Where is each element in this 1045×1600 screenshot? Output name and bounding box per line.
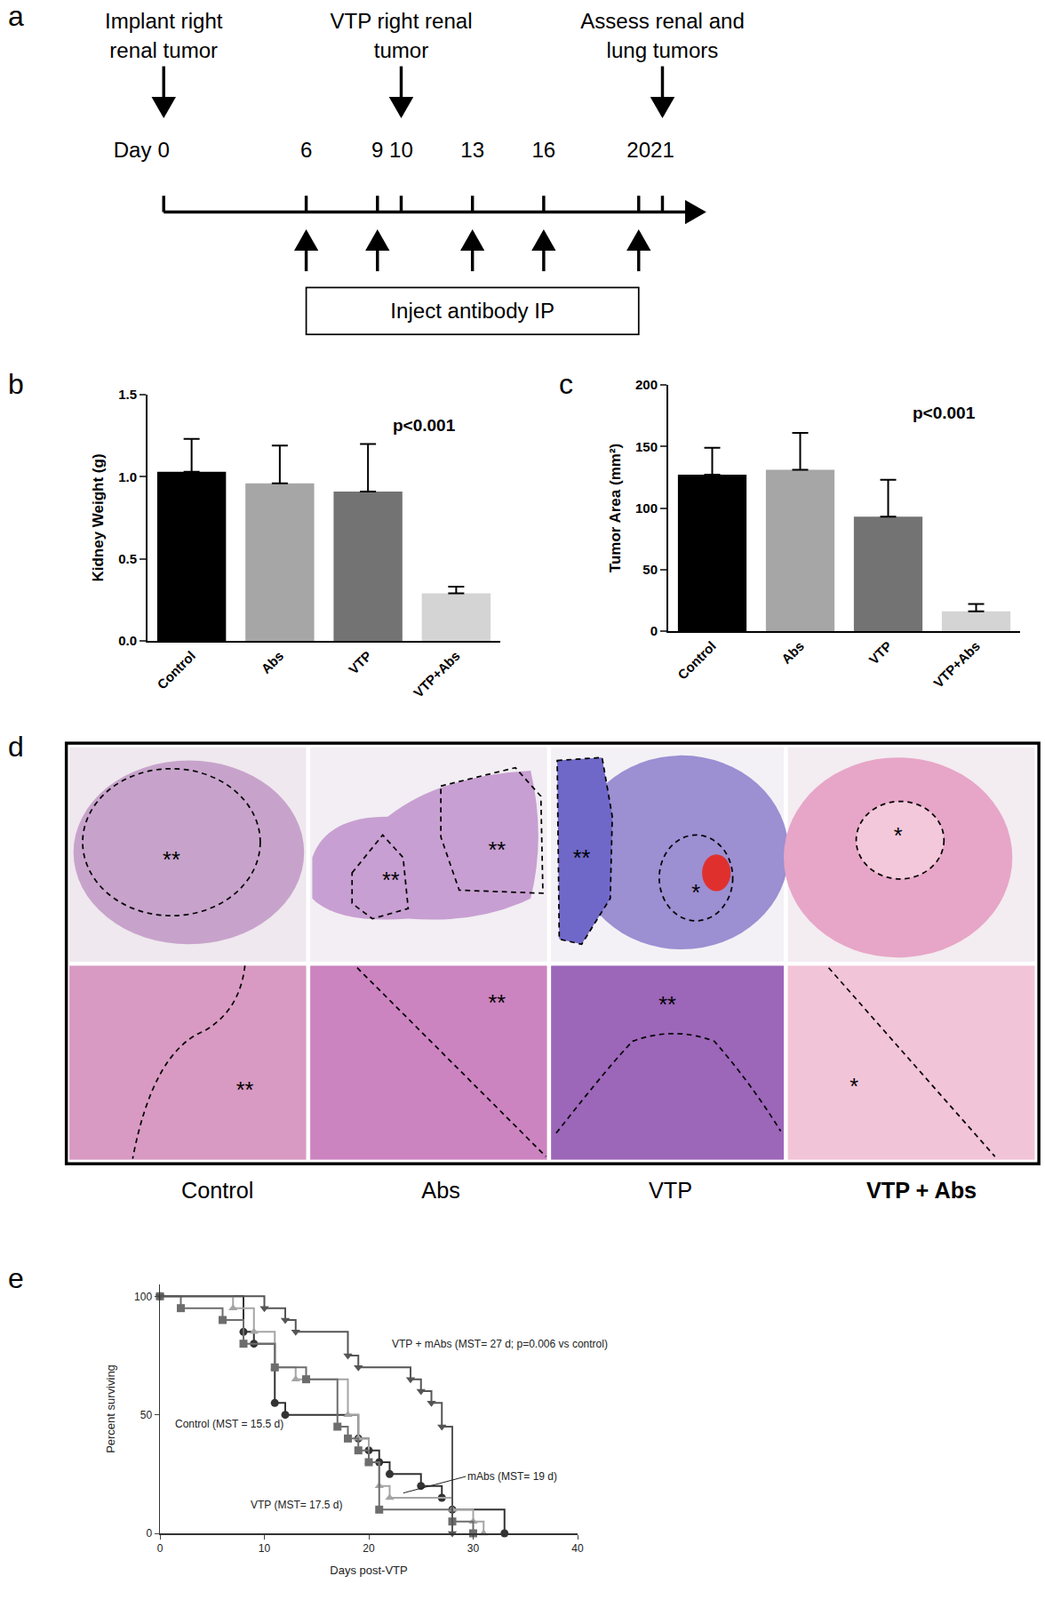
svg-text:VTP+Abs: VTP+Abs [410,647,463,701]
svg-text:Percent surviving: Percent surviving [103,1364,118,1453]
svg-text:50: 50 [642,561,658,577]
svg-text:*: * [893,822,903,848]
svg-text:10: 10 [258,1541,272,1555]
svg-text:**: ** [487,989,506,1015]
svg-text:1.5: 1.5 [118,386,137,402]
svg-text:9: 9 [371,137,383,162]
svg-text:0.5: 0.5 [118,550,137,567]
svg-text:VTP+Abs: VTP+Abs [930,638,983,691]
svg-text:Abs: Abs [257,647,287,677]
svg-text:**: ** [236,1076,255,1102]
html-text:a: a [7,0,24,32]
svg-text:Control (MST = 15.5 d): Control (MST = 15.5 d) [175,1417,284,1430]
svg-text:150: 150 [635,438,658,455]
svg-text:20: 20 [626,137,651,162]
svg-text:tumor: tumor [374,38,430,63]
svg-text:100: 100 [635,500,658,516]
svg-text:**: ** [382,867,400,893]
svg-text:Control: Control [153,647,199,693]
svg-text:p<0.001: p<0.001 [392,415,456,435]
svg-text:0: 0 [157,1541,164,1555]
svg-text:lung tumors: lung tumors [606,38,719,63]
svg-text:Abs: Abs [778,638,807,667]
svg-text:16: 16 [531,137,556,162]
svg-text:VTP + Abs: VTP + Abs [866,1177,977,1203]
svg-text:0.0: 0.0 [118,632,137,648]
svg-text:**: ** [658,991,677,1017]
svg-text:100: 100 [134,1290,152,1303]
svg-text:**: ** [573,845,591,870]
svg-text:VTP: VTP [345,647,375,678]
svg-text:VTP (MST= 17.5 d): VTP (MST= 17.5 d) [250,1498,343,1511]
svg-text:0: 0 [145,1526,152,1540]
svg-text:Tumor Area (mm²): Tumor Area (mm²) [606,443,624,573]
svg-text:0: 0 [650,622,658,639]
svg-text:renal tumor: renal tumor [109,38,218,63]
svg-text:Abs: Abs [421,1177,461,1203]
svg-text:Implant right: Implant right [104,8,224,33]
html-text:d: d [7,730,24,763]
svg-text:13: 13 [460,137,485,162]
svg-text:0: 0 [158,137,170,162]
html-text:b: b [7,367,24,400]
svg-text:30: 30 [467,1541,480,1555]
svg-text:50: 50 [140,1408,153,1421]
svg-text:*: * [849,1073,859,1099]
svg-text:10: 10 [389,137,414,162]
html-text:c: c [558,367,574,400]
svg-text:**: ** [162,846,181,872]
svg-text:Inject antibody IP: Inject antibody IP [390,298,555,323]
svg-text:40: 40 [571,1541,584,1555]
svg-text:1.0: 1.0 [118,469,137,485]
svg-text:**: ** [487,837,506,862]
svg-text:Control: Control [181,1177,254,1203]
svg-text:p<0.001: p<0.001 [912,403,976,423]
svg-text:6: 6 [300,137,312,162]
svg-text:21: 21 [650,137,675,162]
svg-text:*: * [691,879,701,905]
svg-text:VTP: VTP [648,1177,693,1203]
svg-text:VTP + mAbs (MST= 27 d; p=0.006: VTP + mAbs (MST= 27 d; p=0.006 vs contro… [391,1337,608,1350]
svg-text:VTP right renal: VTP right renal [329,8,472,33]
svg-text:mAbs (MST= 19 d): mAbs (MST= 19 d) [467,1469,558,1483]
svg-text:20: 20 [362,1541,375,1555]
svg-text:200: 200 [635,376,658,392]
svg-text:Day: Day [113,137,152,162]
svg-text:Days post-VTP: Days post-VTP [329,1563,407,1577]
svg-text:Kidney Weight (g): Kidney Weight (g) [89,453,107,582]
svg-text:Assess renal and: Assess renal and [580,8,745,33]
svg-text:VTP: VTP [865,638,895,668]
svg-text:Control: Control [674,638,719,683]
html-text:e: e [7,1261,24,1294]
